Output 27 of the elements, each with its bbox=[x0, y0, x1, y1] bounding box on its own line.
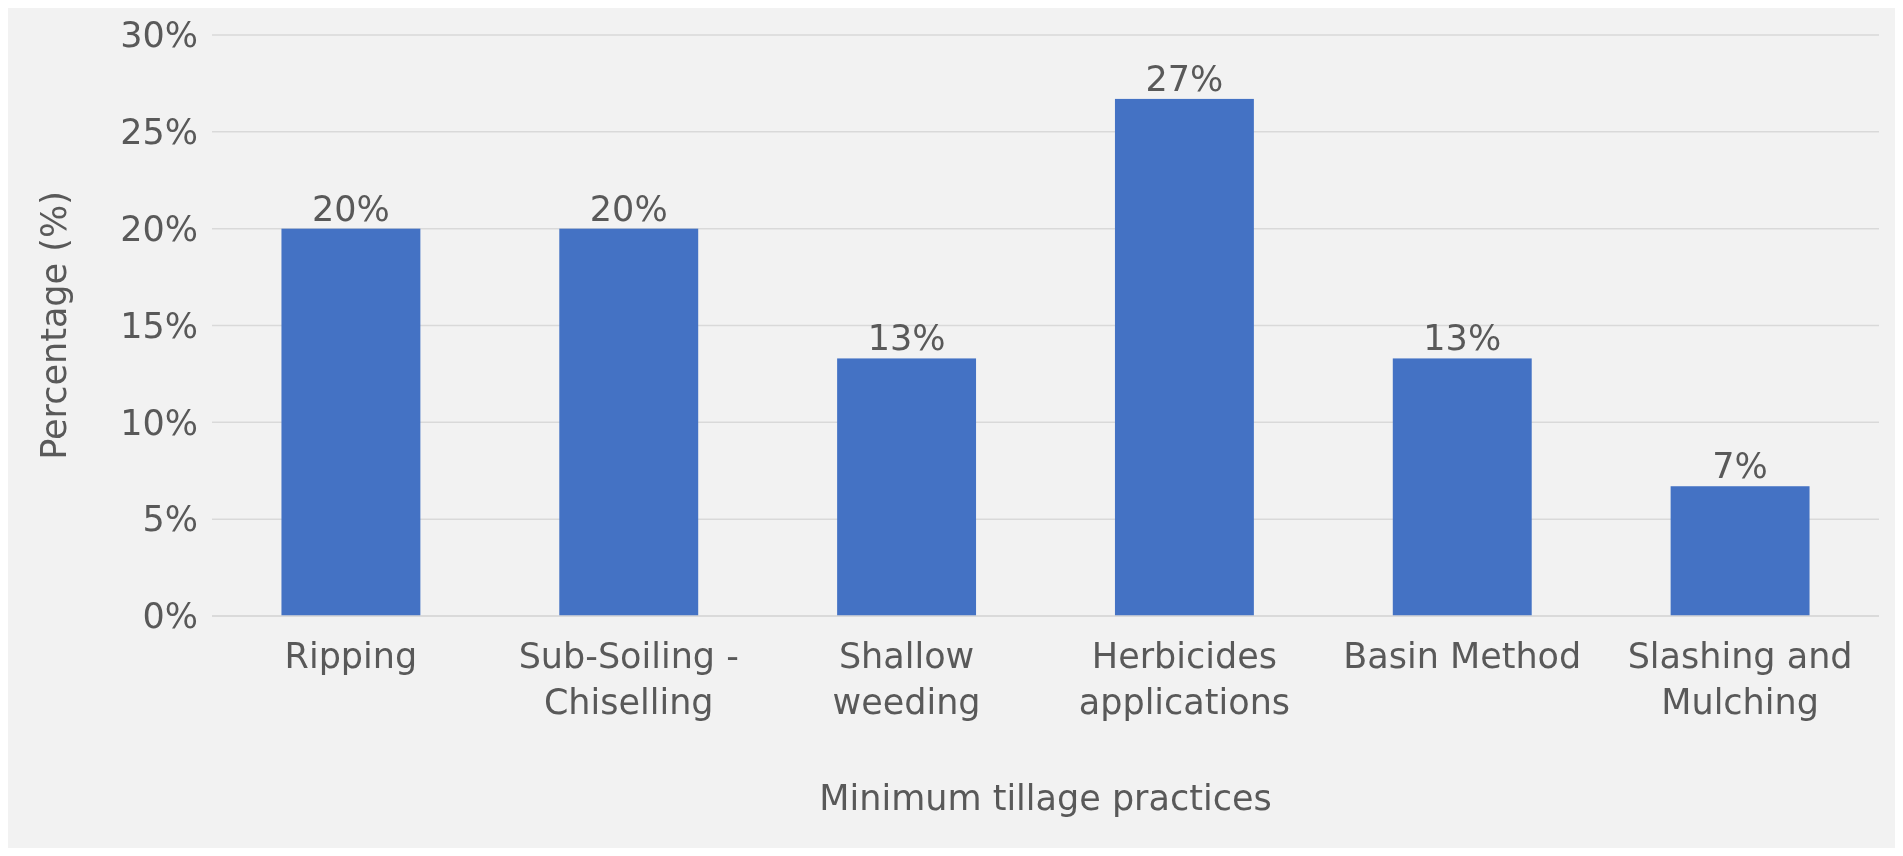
data-label: 7% bbox=[1712, 446, 1768, 487]
y-axis-title: Percentage (%) bbox=[34, 191, 74, 460]
bar bbox=[837, 358, 977, 616]
y-tick-label: 30% bbox=[120, 15, 198, 56]
x-tick-label: Basin Method bbox=[1343, 636, 1582, 676]
x-axis-title: Minimum tillage practices bbox=[819, 778, 1272, 818]
y-tick-label: 0% bbox=[142, 596, 198, 637]
x-tick-label: Shallow weeding bbox=[832, 636, 981, 722]
y-tick-label: 10% bbox=[120, 402, 198, 443]
bar bbox=[559, 228, 699, 616]
data-label: 13% bbox=[867, 318, 946, 359]
bar bbox=[1114, 98, 1254, 616]
x-tick-label: Herbicides applications bbox=[1078, 636, 1291, 722]
x-tick-label: Ripping bbox=[284, 636, 418, 676]
x-tick-label: Sub-Soiling - Chiselling bbox=[518, 636, 739, 722]
data-label: 20% bbox=[312, 188, 390, 229]
bar bbox=[281, 228, 421, 616]
y-tick-label: 5% bbox=[142, 499, 198, 540]
bar bbox=[1670, 486, 1810, 616]
x-tick-label: Slashing and Mulching bbox=[1627, 636, 1853, 722]
y-tick-label: 15% bbox=[120, 305, 198, 346]
data-label: 27% bbox=[1145, 58, 1224, 99]
y-tick-label: 20% bbox=[120, 208, 198, 249]
data-label: 13% bbox=[1423, 318, 1502, 359]
data-label: 20% bbox=[589, 188, 668, 229]
bar bbox=[1392, 358, 1532, 616]
y-tick-label: 25% bbox=[120, 112, 198, 153]
